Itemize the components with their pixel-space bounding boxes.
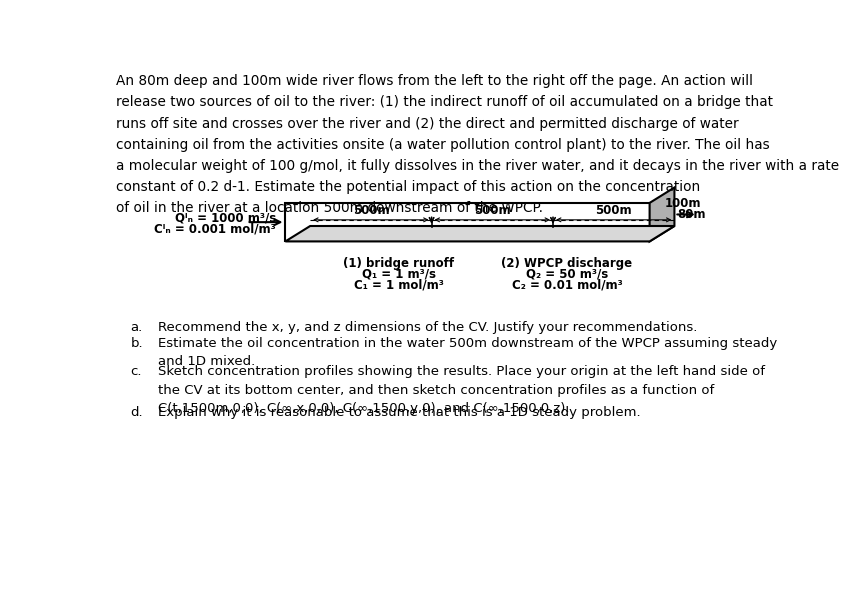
Text: 500m: 500m [474,204,511,217]
Text: c.: c. [130,365,142,379]
Text: 500m: 500m [596,204,632,217]
Text: Q₁ = 1 m³/s: Q₁ = 1 m³/s [362,268,436,281]
Polygon shape [285,226,674,241]
Text: 100m: 100m [664,197,701,210]
Text: An 80m deep and 100m wide river flows from the left to the right off the page. A: An 80m deep and 100m wide river flows fr… [117,74,840,215]
Text: (2) WPCP discharge: (2) WPCP discharge [501,257,632,270]
Text: Explain why it is reasonable to assume that this is a 1D steady problem.: Explain why it is reasonable to assume t… [158,406,640,419]
Text: C₁ = 1 mol/m³: C₁ = 1 mol/m³ [354,278,444,292]
Text: d.: d. [130,406,143,419]
Polygon shape [650,187,674,241]
Text: b.: b. [130,337,143,350]
Text: Qᴵₙ = 1000 m³/s: Qᴵₙ = 1000 m³/s [175,211,276,224]
Text: Cᴵₙ = 0.001 mol/m³: Cᴵₙ = 0.001 mol/m³ [154,222,276,235]
Text: C₂ = 0.01 mol/m³: C₂ = 0.01 mol/m³ [512,278,622,292]
Text: a.: a. [130,321,142,334]
Text: (1) bridge runoff: (1) bridge runoff [344,257,454,270]
Text: Sketch concentration profiles showing the results. Place your origin at the left: Sketch concentration profiles showing th… [158,365,764,415]
Text: 500m: 500m [352,204,389,217]
Polygon shape [285,203,650,241]
Text: 80m: 80m [678,208,706,221]
Text: Estimate the oil concentration in the water 500m downstream of the WPCP assuming: Estimate the oil concentration in the wa… [158,337,776,368]
Text: Recommend the x, y, and z dimensions of the CV. Justify your recommendations.: Recommend the x, y, and z dimensions of … [158,321,697,334]
Text: Q₂ = 50 m³/s: Q₂ = 50 m³/s [526,268,608,281]
